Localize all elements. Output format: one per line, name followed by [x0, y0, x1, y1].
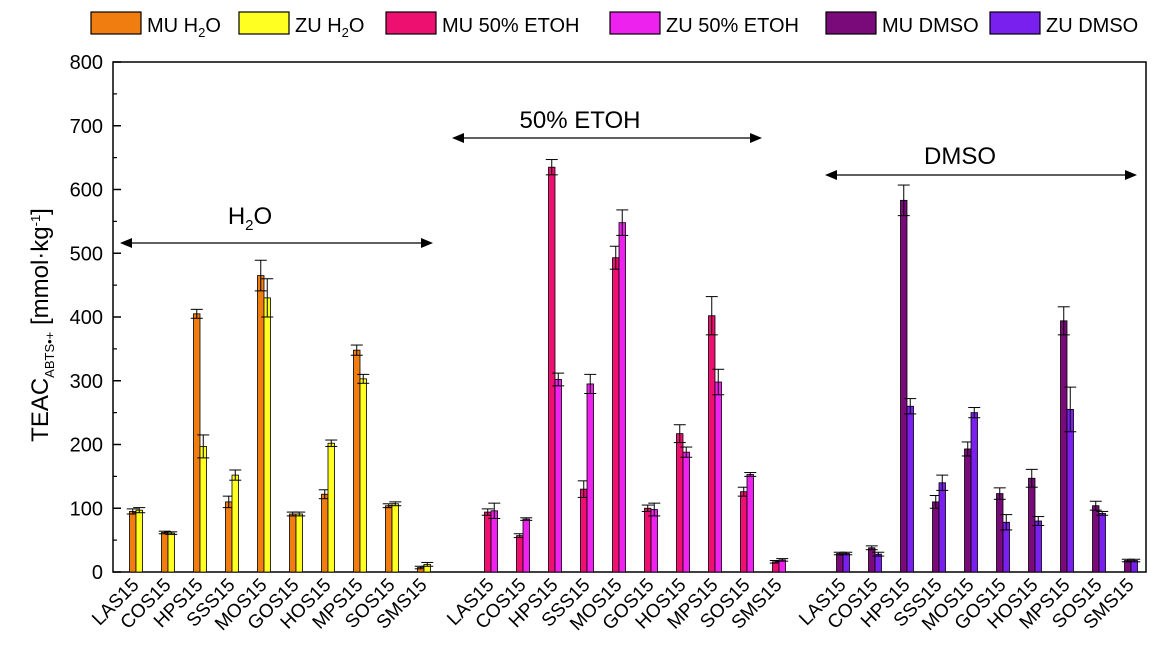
- bar: [295, 513, 303, 573]
- y-tick-label: 600: [70, 180, 103, 202]
- legend-swatch: [90, 11, 142, 35]
- bar: [746, 474, 754, 573]
- bar: [612, 257, 620, 573]
- bar: [996, 493, 1004, 573]
- bar: [842, 553, 850, 573]
- bar: [644, 507, 652, 573]
- bar: [1034, 520, 1042, 573]
- group-label: 50% ETOH: [520, 107, 641, 134]
- bar: [1066, 409, 1074, 573]
- bar: [327, 442, 335, 573]
- legend: MU H2O ZU H2O MU 50% ETOH ZU 50% ETOH MU DMS…: [90, 11, 1138, 40]
- bar: [321, 493, 329, 573]
- bar: [580, 488, 588, 573]
- y-axis: 0 100 200 300 400 500 600 700 800: [70, 52, 121, 584]
- bar: [289, 513, 297, 573]
- y-tick-label: 700: [70, 116, 103, 138]
- bar: [874, 553, 882, 573]
- bar: [135, 509, 143, 573]
- y-tick-label: 200: [70, 435, 103, 457]
- legend-swatch: [385, 11, 437, 35]
- bar: [225, 501, 233, 573]
- y-tick-label: 400: [70, 307, 103, 329]
- group-label: DMSO: [924, 143, 996, 170]
- bar: [484, 511, 492, 573]
- bar: [554, 379, 562, 573]
- group-annotations: H2O 50% ETOH DMSO: [120, 107, 1137, 248]
- legend-item: MU DMSO: [825, 11, 979, 37]
- bar: [167, 532, 175, 573]
- bar: [906, 405, 914, 573]
- bar: [964, 448, 972, 573]
- bar: [193, 313, 201, 573]
- bar: [618, 222, 626, 573]
- group-2: [833, 184, 1141, 573]
- y-tick-label: 0: [92, 562, 103, 584]
- legend-swatch: [825, 11, 877, 35]
- bar: [359, 378, 367, 573]
- legend-label: MU DMSO: [882, 15, 979, 37]
- bar: [708, 315, 716, 573]
- y-tick-label: 500: [70, 243, 103, 265]
- arrow-head: [825, 170, 837, 180]
- arrow-head: [750, 133, 762, 143]
- bar: [257, 275, 265, 573]
- legend-item: MU H2O: [90, 11, 221, 40]
- legend-swatch: [238, 11, 290, 35]
- bar: [714, 381, 722, 573]
- bar: [900, 199, 908, 573]
- y-tick-label: 100: [70, 498, 103, 520]
- bar: [522, 518, 530, 573]
- legend-label: MU 50% ETOH: [442, 15, 579, 37]
- arrow-head: [1125, 170, 1137, 180]
- arrow-head: [452, 133, 464, 143]
- bar: [516, 535, 524, 573]
- group-1: [481, 159, 789, 573]
- bar: [938, 482, 946, 573]
- group-label: H2O: [228, 203, 272, 234]
- bar: [676, 433, 684, 573]
- bar: [1060, 320, 1068, 573]
- bar: [161, 532, 169, 573]
- legend-item: MU 50% ETOH: [385, 11, 579, 37]
- bar: [836, 553, 844, 573]
- bar: [263, 297, 271, 573]
- bar: [932, 501, 940, 573]
- bar: [970, 412, 978, 573]
- bar: [199, 446, 207, 573]
- y-tick-label: 800: [70, 52, 103, 74]
- bar: [586, 383, 594, 573]
- bar: [548, 166, 556, 573]
- bar: [385, 505, 393, 573]
- arrow-head: [120, 238, 132, 248]
- y-tick-label: 300: [70, 371, 103, 393]
- bar: [740, 491, 748, 573]
- legend-swatch: [609, 11, 661, 35]
- x-axis: LAS15COS15HPS15SSS15MOS15GOS15HOS15MPS15…: [88, 565, 1139, 635]
- legend-item: ZU DMSO: [989, 11, 1138, 37]
- arrow-head: [421, 238, 433, 248]
- bar: [650, 509, 658, 573]
- bar: [778, 559, 786, 573]
- legend-item: ZU H2O: [238, 11, 364, 40]
- bar: [682, 451, 690, 573]
- legend-swatch: [989, 11, 1041, 35]
- legend-label: MU H2O: [147, 15, 221, 40]
- legend-label: ZU 50% ETOH: [666, 15, 799, 37]
- group-0: [126, 259, 434, 573]
- bar: [129, 511, 137, 573]
- bar: [1098, 512, 1106, 573]
- bar: [231, 474, 239, 573]
- bar: [868, 547, 876, 573]
- legend-item: ZU 50% ETOH: [609, 11, 799, 37]
- bar: [490, 510, 498, 573]
- legend-label: ZU H2O: [295, 15, 364, 40]
- legend-label: ZU DMSO: [1046, 15, 1138, 37]
- bar: [391, 503, 399, 573]
- y-axis-label: TEACABTS•+ [mmol·kg-1]: [27, 208, 57, 442]
